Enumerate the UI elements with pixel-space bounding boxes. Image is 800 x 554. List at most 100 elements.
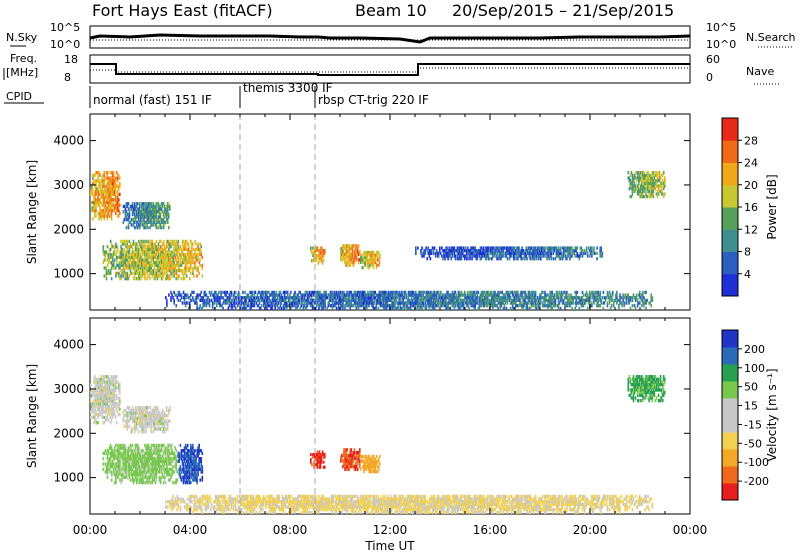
echo-cell <box>113 208 116 213</box>
echo-cell <box>105 195 108 199</box>
echo-cell <box>175 253 178 257</box>
echo-cell <box>124 443 127 448</box>
echo-cell <box>636 189 639 193</box>
echo-cell <box>368 266 371 270</box>
echo-cell <box>341 249 343 254</box>
echo-cell <box>149 465 152 469</box>
echo-cell <box>347 263 350 267</box>
echo-cell <box>253 290 256 295</box>
echo-cell <box>160 475 163 479</box>
echo-cell <box>124 274 127 278</box>
echo-cell <box>96 187 98 191</box>
echo-cell <box>112 198 115 202</box>
echo-cell <box>131 271 134 275</box>
echo-cell <box>540 254 542 258</box>
echo-cell <box>577 301 580 305</box>
echo-cell <box>481 251 484 256</box>
echo-cell <box>349 258 352 262</box>
echo-cell <box>373 258 376 262</box>
echo-cell <box>516 304 518 308</box>
echo-cell <box>387 290 390 295</box>
echo-cell <box>342 293 344 297</box>
echo-cell <box>140 261 142 265</box>
echo-cell <box>592 290 594 295</box>
echo-cell <box>380 304 383 308</box>
echo-cell <box>140 210 142 214</box>
echo-cell <box>487 257 490 261</box>
echo-cell <box>120 449 122 453</box>
echo-cell <box>112 179 115 183</box>
echo-cell <box>623 296 625 300</box>
echo-cell <box>416 301 418 305</box>
echo-cell <box>268 304 270 308</box>
echo-cell <box>492 293 494 297</box>
echo-cell <box>432 296 435 300</box>
panel-frame <box>89 317 691 515</box>
echo-cell <box>122 239 124 244</box>
echo-cell <box>154 274 157 278</box>
echo-cell <box>567 249 569 253</box>
echo-cell <box>363 301 366 305</box>
echo-cell <box>146 212 148 216</box>
echo-cell <box>151 465 154 469</box>
echo-cell <box>625 298 628 303</box>
echo-cell <box>538 249 541 253</box>
echo-cell <box>200 245 203 249</box>
echo-cell <box>216 304 218 308</box>
echo-cell <box>134 226 137 230</box>
echo-cell <box>278 290 281 295</box>
echo-cell <box>168 242 170 246</box>
echo-cell <box>301 293 304 297</box>
echo-cell <box>529 251 532 256</box>
echo-cell <box>562 254 565 258</box>
echo-cell <box>205 304 208 308</box>
echo-cell <box>180 255 183 260</box>
echo-cell <box>152 459 155 464</box>
echo-cell <box>132 449 135 453</box>
echo-cell <box>176 253 179 257</box>
echo-cell <box>510 301 513 305</box>
echo-cell <box>471 293 473 297</box>
echo-cell <box>130 207 133 211</box>
echo-cell <box>315 296 317 300</box>
echo-cell <box>182 261 185 265</box>
echo-cell <box>349 246 352 251</box>
echo-cell <box>545 293 547 297</box>
echo-cell <box>558 290 561 295</box>
echo-cell <box>307 298 310 303</box>
echo-cell <box>91 187 93 191</box>
echo-cell <box>559 249 562 253</box>
echo-cell <box>518 296 520 300</box>
echo-cell <box>138 242 141 246</box>
echo-cell <box>110 242 113 246</box>
echo-cell <box>143 210 145 214</box>
echo-cell <box>165 261 167 265</box>
echo-cell <box>219 304 221 308</box>
echo-cell <box>261 296 264 300</box>
echo-cell <box>175 293 178 297</box>
echo-cell <box>184 271 187 275</box>
echo-cell <box>255 301 258 305</box>
echo-cell <box>172 269 174 273</box>
echo-cell <box>516 298 518 303</box>
echo-cell <box>137 462 140 466</box>
echo-cell <box>322 296 324 300</box>
echo-cell <box>101 181 104 186</box>
noise-tick-low-right: 10^0 <box>706 38 736 51</box>
echo-cell <box>141 478 143 482</box>
echo-cell <box>168 261 170 265</box>
echo-cell <box>143 247 145 252</box>
echo-cell <box>650 293 653 297</box>
echo-cell <box>404 301 407 305</box>
echo-cell <box>147 250 149 254</box>
echo-cell <box>627 298 630 303</box>
echo-cell <box>150 261 153 265</box>
freq-tick-8: 8 <box>64 71 71 84</box>
echo-cell <box>641 171 643 175</box>
echo-cell <box>418 304 420 308</box>
echo-cell <box>573 251 575 256</box>
echo-cell <box>647 176 649 180</box>
echo-cell <box>551 293 554 297</box>
echo-cell <box>538 293 541 297</box>
echo-cell <box>438 296 441 300</box>
